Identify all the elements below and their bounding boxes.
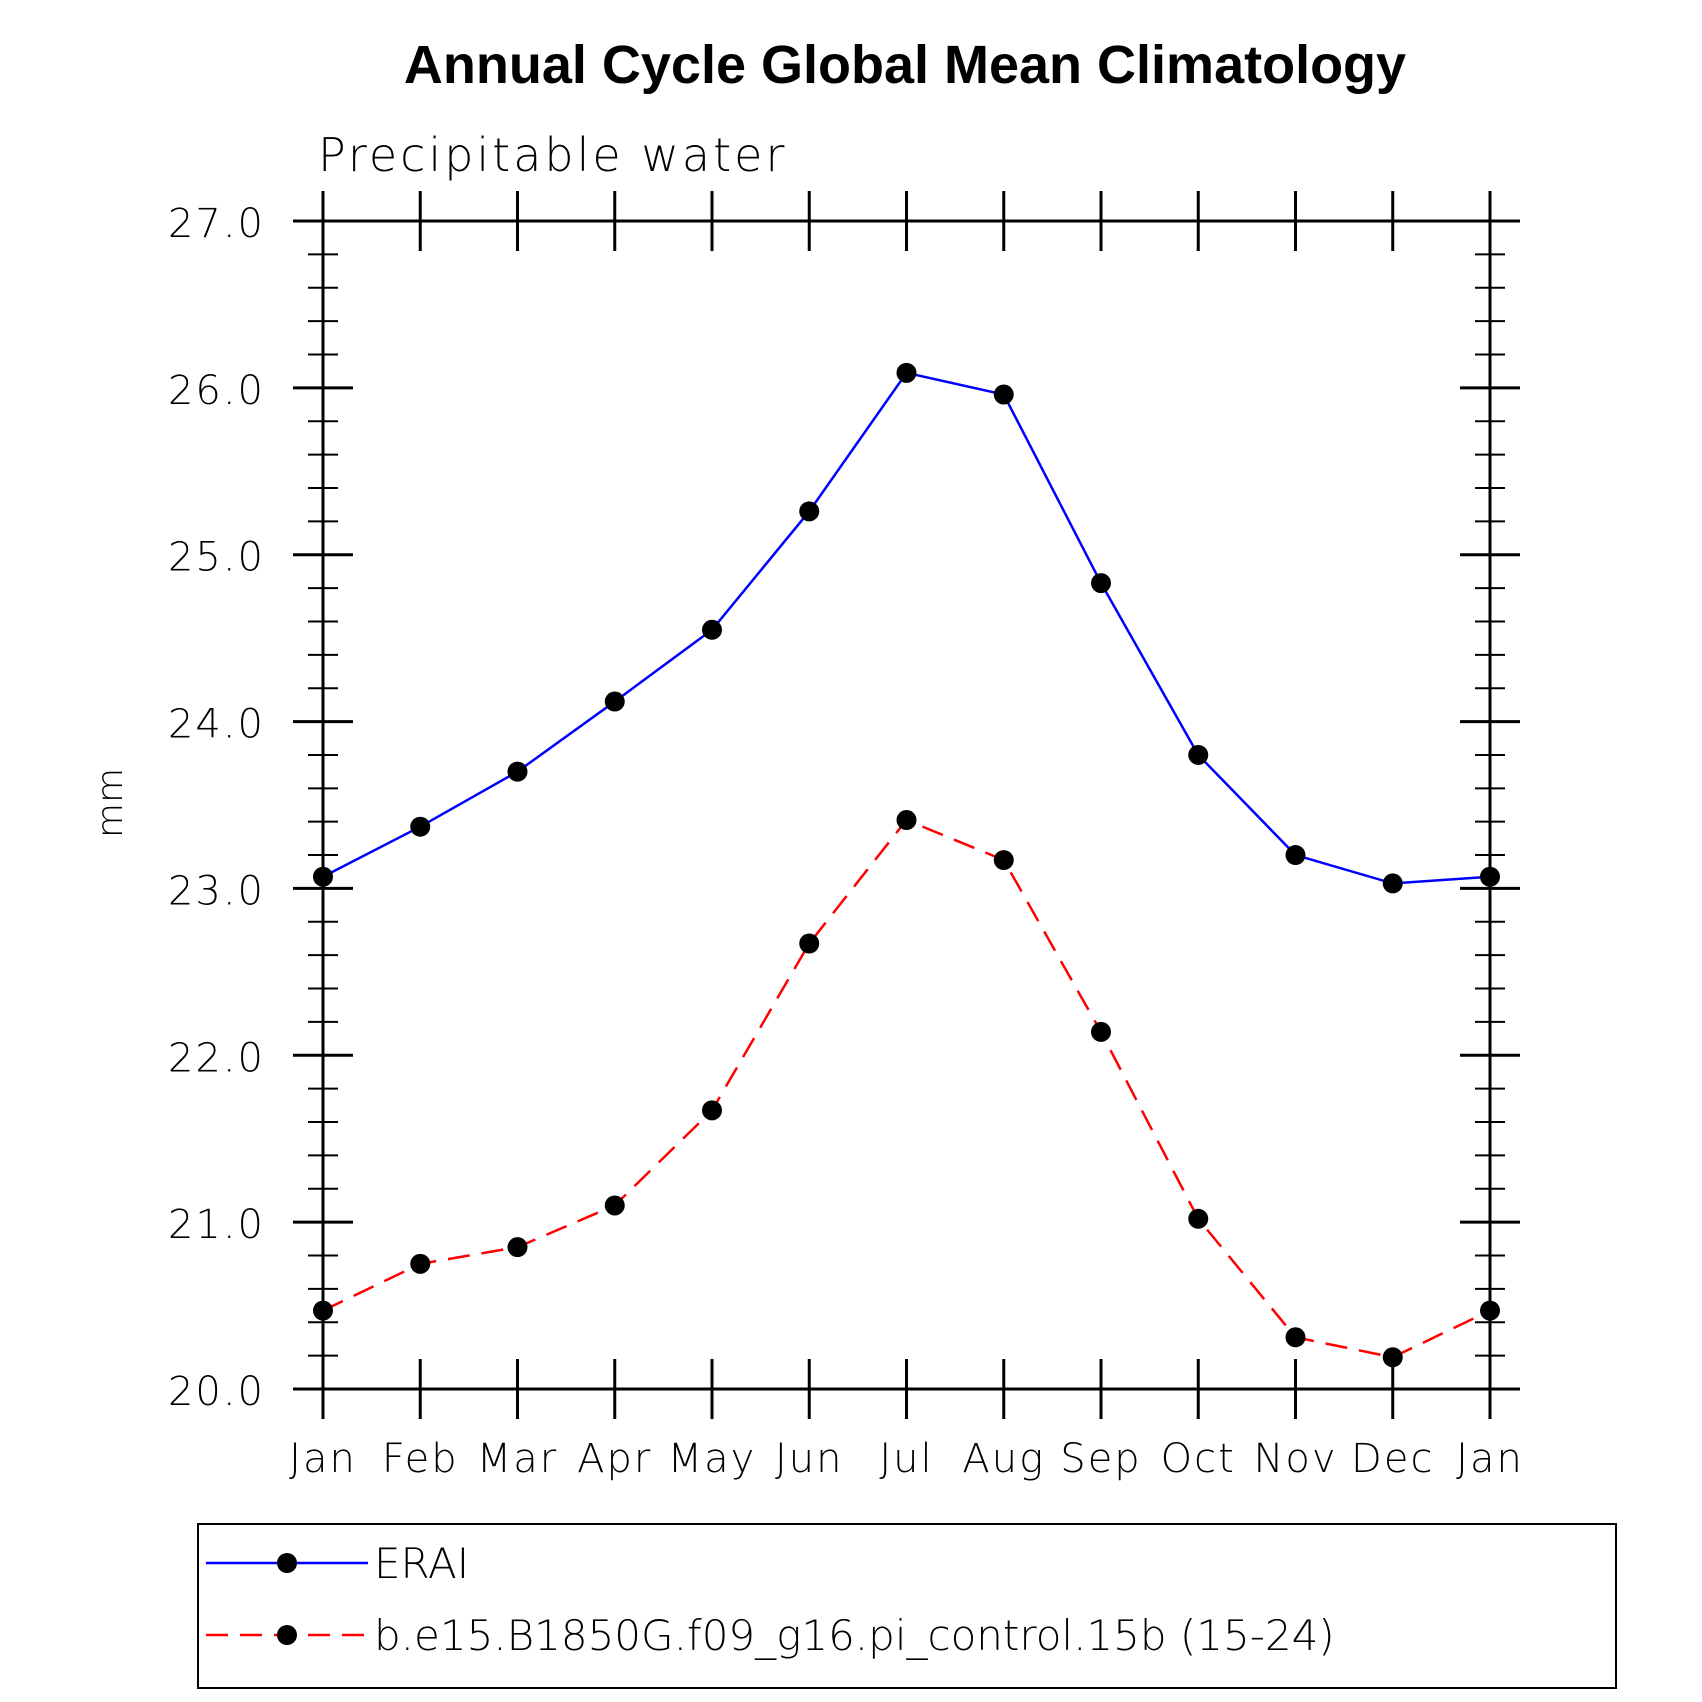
series-layer (313, 362, 1500, 1368)
series-2-point (410, 1253, 431, 1274)
series-1-point (1285, 845, 1306, 866)
y-axis-label: mm (90, 768, 131, 838)
series-1-point (410, 816, 431, 837)
x-tick-label: Apr (577, 1436, 652, 1482)
series-2-point (1091, 1021, 1111, 1042)
x-tick-label: Jan (1456, 1436, 1524, 1482)
x-tick-label: Jun (775, 1436, 844, 1482)
chart-title: Annual Cycle Global Mean Climatology (404, 35, 1406, 95)
series-1-point (1480, 866, 1500, 887)
chart-subtitle: Precipitable water (318, 128, 787, 182)
series-1-point (799, 501, 820, 522)
series-2-point (604, 1195, 625, 1216)
series-2-point (896, 810, 917, 831)
legend-marker-1 (277, 1553, 297, 1573)
legend-entries: ERAI b.e15.B1850G.f09_g16.pi_control.15b … (206, 1539, 1335, 1660)
legend-marker-2 (277, 1625, 297, 1645)
axis-ticks: Jan Feb Mar Apr May Jun Jul Aug Sep Oct Nov Dec Jan 2… (168, 191, 1524, 1482)
y-tick-label: 26.0 (168, 368, 265, 414)
legend-label-1: ERAI (374, 1539, 469, 1588)
x-tick-label: May (668, 1436, 757, 1482)
x-tick-label: Mar (477, 1436, 558, 1482)
series-1-point (313, 866, 333, 887)
series-2-point (1382, 1347, 1403, 1368)
series-1-point (604, 691, 625, 712)
legend-box (197, 1523, 1617, 1689)
series-2-point (313, 1300, 333, 1321)
series-1-point (1091, 573, 1111, 594)
series-1-point (1382, 873, 1403, 894)
y-tick-label: 21.0 (168, 1202, 265, 1248)
x-tick-label: Sep (1060, 1436, 1141, 1482)
series-1-point (1188, 744, 1209, 765)
series-line-2 (322, 818, 1491, 1359)
y-tick-label: 20.0 (168, 1369, 265, 1415)
x-tick-label: Oct (1161, 1436, 1236, 1482)
x-tick-label: Feb (382, 1436, 459, 1482)
x-tick-label: Dec (1351, 1436, 1434, 1482)
y-tick-label: 24.0 (168, 702, 265, 748)
legend: ERAI b.e15.B1850G.f09_g16.pi_control.15b … (197, 1523, 1617, 1689)
series-line-1 (322, 371, 1491, 885)
series-1-point (896, 362, 917, 383)
series-2-point (507, 1237, 528, 1258)
x-tick-label: Nov (1253, 1436, 1337, 1482)
x-tick-label: Jul (879, 1436, 933, 1482)
series-2-point (799, 933, 820, 954)
legend-label-2: b.e15.B1850G.f09_g16.pi_control.15b (15-… (374, 1611, 1335, 1660)
series-1-point (507, 761, 528, 782)
series-2-point (1188, 1208, 1209, 1229)
series-2-point (993, 850, 1014, 871)
x-tick-label: Jan (289, 1436, 357, 1482)
series-2-point (702, 1100, 722, 1121)
series-1-point (993, 384, 1014, 405)
x-tick-label: Aug (962, 1436, 1045, 1482)
series-2-point (1285, 1327, 1306, 1348)
plot-frame (321, 219, 1492, 1391)
y-tick-label: 22.0 (168, 1035, 265, 1081)
series-2-point (1480, 1300, 1500, 1321)
y-tick-label: 23.0 (168, 868, 265, 914)
y-tick-label: 27.0 (168, 201, 265, 247)
series-1-point (702, 619, 722, 640)
y-tick-label: 25.0 (168, 535, 265, 581)
